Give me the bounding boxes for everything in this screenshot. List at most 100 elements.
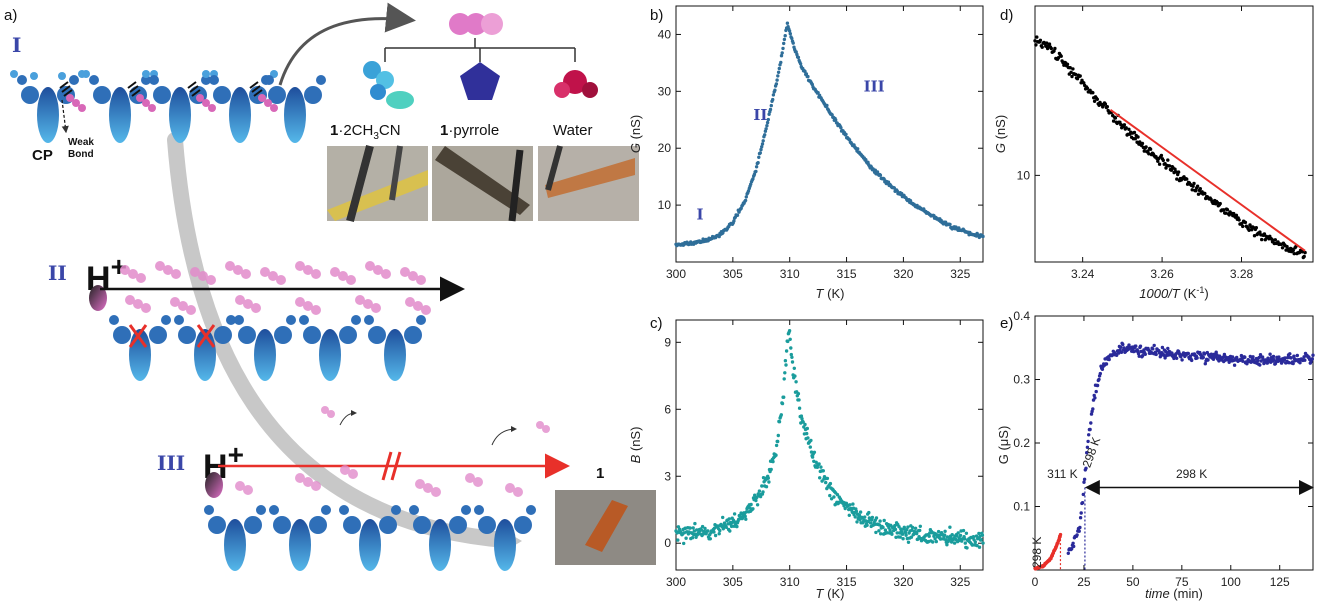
y-tick-label: 3: [664, 469, 671, 483]
data-point: [870, 515, 875, 520]
data-point: [964, 531, 969, 535]
chart-c-frame: [675, 319, 984, 571]
x-tick-label: 325: [950, 267, 970, 281]
data-point: [1287, 361, 1291, 365]
data-point: [1201, 355, 1206, 360]
data-point: [1167, 164, 1172, 168]
chart-c: c) 300 305 310 315 320 325 0 3 6 9 T (K) B (nS): [628, 315, 985, 601]
data-point: [757, 489, 762, 493]
data-point: [906, 525, 910, 529]
data-point: [1185, 177, 1189, 181]
data-point: [721, 515, 725, 520]
data-point: [1286, 355, 1290, 360]
data-point: [906, 540, 911, 544]
data-point: [1147, 152, 1151, 156]
data-point: [1195, 356, 1199, 360]
data-point: [979, 538, 983, 542]
data-point: [1084, 466, 1088, 470]
data-point: [1260, 355, 1265, 359]
data-point: [1078, 516, 1083, 520]
x-tick-label: 305: [723, 267, 743, 281]
data-point: [939, 537, 943, 541]
data-point: [867, 510, 871, 515]
data-point: [751, 177, 755, 181]
data-point: [918, 528, 922, 533]
x-tick-label: 25: [1077, 575, 1091, 589]
data-point: [1070, 74, 1074, 79]
data-point: [712, 530, 716, 534]
data-point: [1113, 116, 1118, 120]
data-point: [832, 495, 836, 499]
data-point: [808, 445, 812, 449]
data-point: [815, 465, 820, 469]
data-point: [1035, 35, 1039, 39]
data-point: [904, 533, 908, 537]
data-point: [744, 195, 748, 199]
data-point: [1154, 352, 1158, 357]
data-point: [757, 155, 761, 159]
y-tick-label: 0: [664, 536, 671, 550]
data-point: [1077, 529, 1081, 533]
data-point: [1071, 541, 1075, 545]
data-point: [1143, 352, 1148, 356]
x-tick-label: 0: [1032, 575, 1039, 589]
data-point: [700, 524, 705, 529]
data-point: [839, 126, 843, 130]
data-point: [785, 21, 790, 25]
data-point: [1192, 181, 1196, 186]
data-point: [1033, 39, 1037, 43]
annotation-311K: 311 K: [1047, 467, 1077, 481]
data-point: [1283, 356, 1287, 360]
data-point: [1049, 46, 1054, 51]
data-point: [776, 70, 781, 75]
data-point: [1047, 42, 1052, 46]
data-point: [760, 142, 765, 146]
data-point: [1232, 363, 1237, 367]
data-point: [847, 513, 851, 517]
schematic-panel: a) I: [4, 2, 656, 571]
data-point: [874, 530, 878, 535]
data-point: [1117, 351, 1121, 355]
data-point: [882, 518, 886, 523]
data-point: [769, 467, 773, 472]
data-point: [1098, 371, 1103, 376]
data-point: [1243, 220, 1248, 225]
data-point: [1303, 358, 1307, 362]
data-point: [981, 234, 985, 239]
data-point: [684, 536, 688, 540]
data-point: [956, 531, 960, 535]
data-point: [721, 527, 725, 531]
data-point: [771, 97, 775, 102]
data-point: [763, 133, 767, 137]
data-point: [1273, 238, 1278, 242]
data-point: [712, 526, 717, 530]
x-tick-label: 315: [837, 575, 857, 589]
data-point: [767, 112, 771, 117]
y-tick-label: 0.3: [1013, 373, 1030, 387]
y-tick-label: 10: [658, 198, 672, 212]
data-point: [844, 132, 848, 137]
data-point: [801, 420, 805, 424]
data-point: [942, 533, 947, 537]
x-tick-label: 325: [950, 575, 970, 589]
data-point: [1190, 358, 1194, 363]
data-point: [724, 525, 728, 529]
data-point: [1172, 356, 1176, 361]
data-point: [1218, 201, 1222, 206]
data-point: [746, 189, 751, 193]
data-point: [759, 147, 763, 152]
data-point: [879, 532, 883, 536]
panel-label-b: b): [650, 7, 663, 24]
y-tick-label: 30: [658, 84, 672, 98]
data-point: [848, 503, 852, 507]
data-point: [854, 509, 859, 513]
data-point: [1091, 407, 1095, 411]
data-point: [945, 543, 949, 547]
data-point: [781, 46, 785, 51]
x-tick-label: 3.26: [1150, 267, 1174, 281]
data-point: [797, 398, 801, 402]
data-point: [965, 546, 969, 550]
data-point: [881, 525, 885, 530]
data-point: [812, 450, 817, 454]
chart-c-xlabel: T (K): [816, 586, 845, 601]
